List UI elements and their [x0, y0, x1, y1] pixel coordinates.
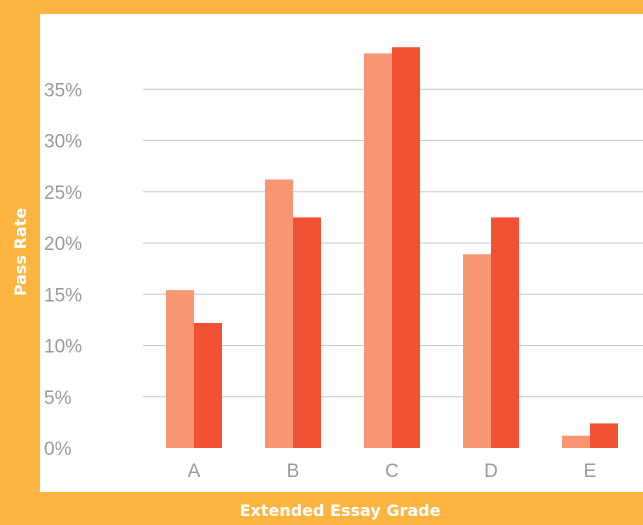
bar-c-series2	[392, 47, 420, 448]
y-tick-label: 30%	[44, 132, 82, 153]
x-axis-title: Extended Essay Grade	[240, 501, 441, 520]
y-tick-label: 35%	[44, 80, 82, 101]
y-tick-label: 5%	[44, 388, 72, 409]
bars	[166, 47, 618, 448]
bar-e-series2	[590, 423, 618, 448]
bar-a-series2	[194, 322, 222, 448]
bar-b-series1	[265, 179, 293, 448]
bar-chart: 0% 5% 10% 15% 20% 25% 30% 35% A B C D E	[44, 47, 643, 482]
plot-area: 0% 5% 10% 15% 20% 25% 30% 35% A B C D E	[40, 14, 643, 492]
bar-d-series2	[491, 217, 519, 448]
y-tick-label: 20%	[44, 234, 82, 255]
y-axis-ticks: 0% 5% 10% 15% 20% 25% 30% 35%	[44, 80, 82, 460]
x-tick-label: A	[188, 461, 201, 482]
x-tick-label: B	[287, 461, 300, 482]
y-tick-label: 15%	[44, 285, 82, 306]
x-axis-ticks: A B C D E	[188, 461, 597, 482]
bar-c-series1	[364, 53, 392, 448]
y-tick-label: 25%	[44, 183, 82, 204]
y-tick-label: 0%	[44, 439, 72, 460]
x-tick-label: E	[584, 461, 597, 482]
bar-a-series1	[166, 290, 194, 448]
bar-e-series1	[562, 435, 590, 448]
bar-d-series1	[463, 254, 491, 448]
x-tick-label: D	[484, 461, 498, 482]
y-axis-title: Pass Rate	[11, 208, 30, 296]
bar-b-series2	[293, 217, 321, 448]
x-tick-label: C	[385, 461, 399, 482]
y-tick-label: 10%	[44, 337, 82, 358]
